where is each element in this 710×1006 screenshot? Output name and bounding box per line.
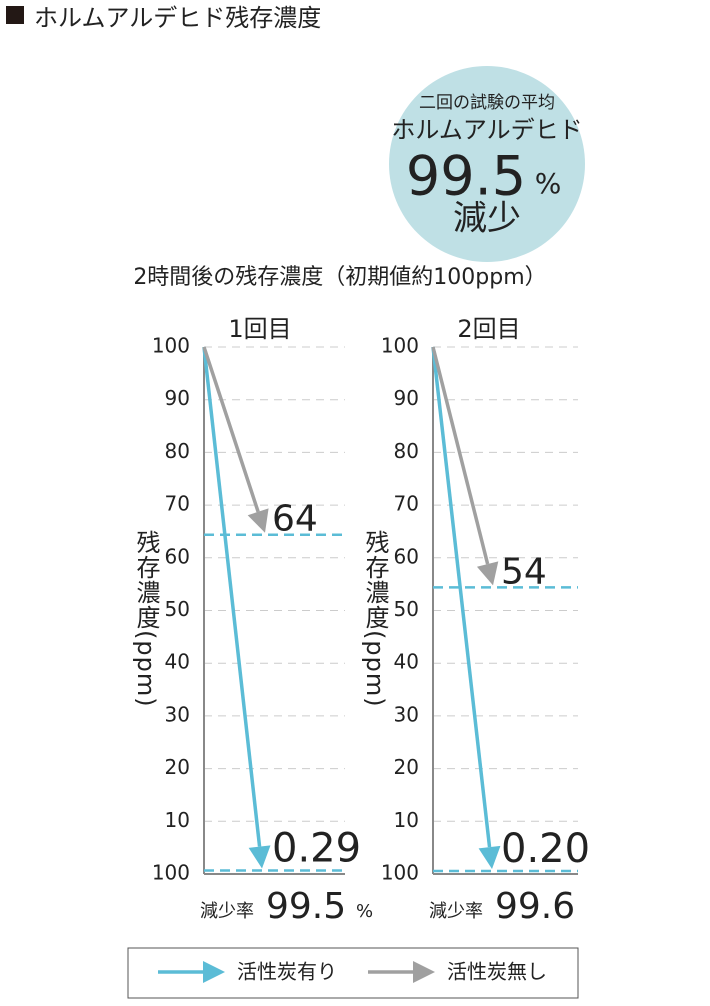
- legend-arrow: [158, 961, 225, 983]
- arrow: [431, 346, 499, 586]
- header-square: [6, 6, 24, 24]
- y-tick-label: 50: [165, 597, 190, 621]
- y-tick-label: 70: [394, 492, 419, 516]
- y-tick-label: 100: [152, 861, 190, 885]
- badge: [389, 66, 585, 262]
- legend-label: 活性炭無し: [447, 960, 547, 984]
- end-label: 64: [272, 499, 318, 540]
- arrow: [431, 346, 501, 869]
- y-tick-label: 40: [394, 650, 419, 674]
- end-label: 0.29: [272, 825, 361, 871]
- y-tick-label: 70: [165, 492, 190, 516]
- panel-title: 1回目: [228, 315, 291, 343]
- rate-value: 99.6: [495, 886, 575, 927]
- y-tick-label: 60: [165, 544, 190, 568]
- rate-label: 減少率: [429, 901, 483, 922]
- y-axis-label: 残存濃度(ppm): [361, 530, 389, 708]
- panel-title: 2回目: [457, 315, 520, 343]
- subtitle: 2時間後の残存濃度（初期値約100ppm）: [133, 265, 546, 290]
- y-tick-label: 30: [165, 702, 190, 726]
- legend-box: [127, 947, 579, 999]
- y-tick-label: 10: [394, 808, 419, 832]
- end-label: 0.20: [501, 826, 590, 872]
- y-tick-label: 60: [394, 544, 419, 568]
- arrow: [202, 346, 269, 533]
- y-tick-label: 50: [394, 597, 419, 621]
- badge-line: ホルムアルデヒド: [391, 116, 582, 144]
- y-tick-label: 100: [152, 334, 190, 358]
- y-tick-label: 30: [394, 702, 419, 726]
- arrow: [202, 346, 271, 869]
- y-tick-label: 20: [165, 755, 190, 779]
- y-tick-label: 100: [381, 861, 419, 885]
- legend-arrow: [368, 961, 435, 983]
- badge-value: 99.5: [406, 145, 526, 208]
- y-tick-label: 40: [165, 650, 190, 674]
- badge-caption: 減少: [453, 199, 521, 239]
- legend-label: 活性炭有り: [237, 960, 337, 984]
- header-title: ホルムアルデヒド残存濃度: [34, 4, 321, 32]
- y-tick-label: 100: [381, 334, 419, 358]
- y-axis-label: 残存濃度(ppm): [132, 530, 160, 708]
- rate-label: 減少率: [200, 901, 254, 922]
- end-label: 54: [501, 551, 547, 592]
- y-tick-label: 80: [394, 439, 419, 463]
- rate-unit: %: [356, 901, 373, 922]
- y-tick-label: 80: [165, 439, 190, 463]
- rate-value: 99.5: [266, 886, 346, 927]
- y-tick-label: 20: [394, 755, 419, 779]
- y-tick-label: 10: [165, 808, 190, 832]
- badge-unit: %: [535, 167, 562, 200]
- y-tick-label: 90: [165, 386, 190, 410]
- y-tick-label: 90: [394, 386, 419, 410]
- badge-line: 二回の試験の平均: [419, 93, 555, 113]
